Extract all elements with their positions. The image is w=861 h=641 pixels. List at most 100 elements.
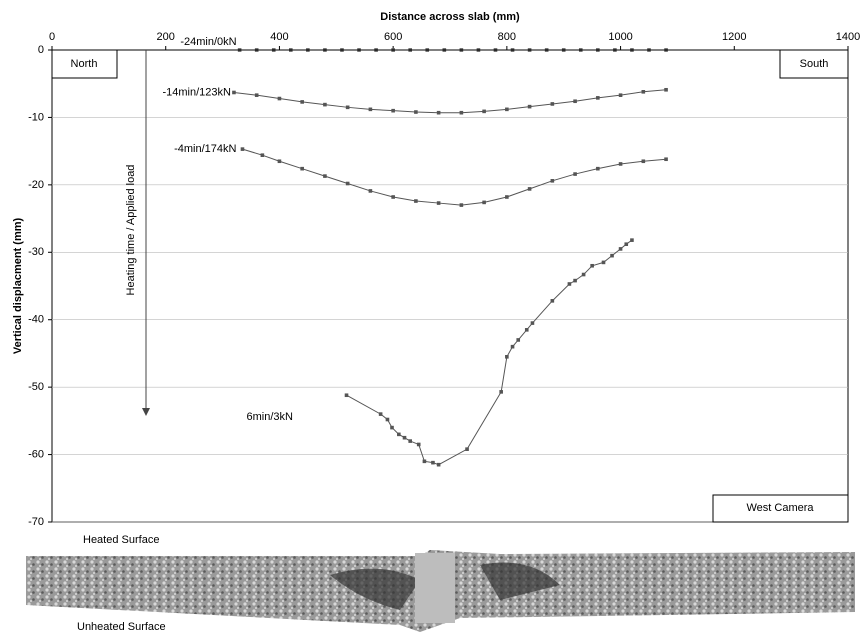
y-tick-label: -50	[28, 381, 44, 393]
data-point	[408, 439, 412, 443]
x-tick-label: 200	[157, 31, 175, 43]
data-point	[417, 443, 421, 447]
y-axis-title: Vertical displacment (mm)	[12, 218, 24, 355]
x-tick-label: 1000	[608, 31, 632, 43]
data-point	[619, 162, 623, 166]
y-tick-label: -10	[28, 111, 44, 123]
x-tick-label: 600	[384, 31, 402, 43]
data-point	[437, 201, 441, 205]
data-point	[619, 247, 623, 251]
data-point	[573, 99, 577, 103]
data-point	[241, 147, 245, 151]
x-tick-label: 800	[498, 31, 516, 43]
data-point	[460, 203, 464, 207]
data-point	[379, 412, 383, 416]
data-point	[460, 111, 464, 115]
data-point	[414, 110, 418, 114]
series-label: -24min/0kN	[180, 36, 236, 48]
data-point	[642, 90, 646, 94]
heated-label: Heated Surface	[83, 534, 159, 546]
series-label: -4min/174kN	[174, 143, 236, 155]
data-point	[323, 174, 327, 178]
x-tick-label: 1200	[722, 31, 746, 43]
y-tick-label: -20	[28, 179, 44, 191]
data-point	[505, 195, 509, 199]
data-point	[423, 460, 427, 464]
data-point	[619, 93, 623, 97]
x-tick-label: 400	[270, 31, 288, 43]
data-point	[551, 102, 555, 106]
data-point	[391, 195, 395, 199]
data-point	[573, 279, 577, 283]
data-point	[602, 261, 606, 265]
data-point	[386, 418, 390, 422]
data-point	[582, 273, 586, 277]
data-point	[369, 189, 373, 193]
chart: Distance across slab (mm) Vertical displ…	[0, 0, 861, 641]
data-point	[505, 355, 509, 359]
data-point	[511, 345, 515, 349]
data-point	[525, 328, 529, 332]
data-point	[465, 447, 469, 451]
data-point	[551, 299, 555, 303]
data-point	[516, 338, 520, 342]
data-point	[369, 108, 373, 112]
series-label: -14min/123kN	[162, 86, 231, 98]
slab-core	[415, 553, 455, 623]
data-point	[531, 321, 535, 325]
data-point	[624, 242, 628, 246]
data-point	[255, 93, 259, 97]
data-point	[403, 436, 407, 440]
data-point	[300, 167, 304, 171]
data-point	[345, 393, 349, 397]
data-point	[596, 96, 600, 100]
north-label: North	[71, 58, 98, 70]
data-point	[397, 433, 401, 437]
y-tick-label: -60	[28, 448, 44, 460]
x-tick-label: 0	[49, 31, 55, 43]
data-point	[346, 106, 350, 110]
data-point	[528, 187, 532, 191]
camera-label: West Camera	[746, 502, 814, 514]
data-point	[300, 100, 304, 104]
data-point	[642, 159, 646, 163]
data-point	[261, 153, 265, 157]
y-tick-label: -70	[28, 516, 44, 528]
x-tick-label: 1400	[836, 31, 860, 43]
data-point	[278, 159, 282, 163]
data-point	[391, 109, 395, 113]
plot-area: 0 -10 -20 -30 -40 -50 -60 -70 0 200 400 600 800 1000 1…	[28, 31, 860, 528]
data-point	[323, 103, 327, 107]
data-point	[596, 167, 600, 171]
y-tick-label: 0	[38, 44, 44, 56]
data-point	[664, 88, 668, 92]
data-point	[232, 91, 236, 95]
data-point	[551, 179, 555, 183]
arrow-label: Heating time / Applied load	[125, 165, 137, 296]
data-point	[437, 111, 441, 115]
data-point	[346, 182, 350, 186]
data-point	[278, 97, 282, 101]
data-point	[437, 463, 441, 467]
data-point	[505, 108, 509, 112]
data-point	[414, 199, 418, 203]
data-point	[528, 105, 532, 109]
data-point	[499, 390, 503, 394]
data-point	[568, 282, 572, 286]
data-point	[482, 201, 486, 205]
data-point	[390, 426, 394, 430]
data-point	[573, 172, 577, 176]
unheated-label: Unheated Surface	[77, 621, 166, 633]
y-tick-label: -30	[28, 246, 44, 258]
data-point	[664, 157, 668, 161]
plot-frame	[52, 50, 848, 522]
data-point	[630, 238, 634, 242]
data-point	[590, 264, 594, 268]
south-label: South	[800, 58, 829, 70]
data-point	[482, 110, 486, 114]
data-point	[431, 461, 435, 465]
y-tick-label: -40	[28, 314, 44, 326]
data-point	[610, 254, 614, 258]
series-label: 6min/3kN	[247, 411, 294, 423]
x-axis-title: Distance across slab (mm)	[380, 11, 520, 23]
